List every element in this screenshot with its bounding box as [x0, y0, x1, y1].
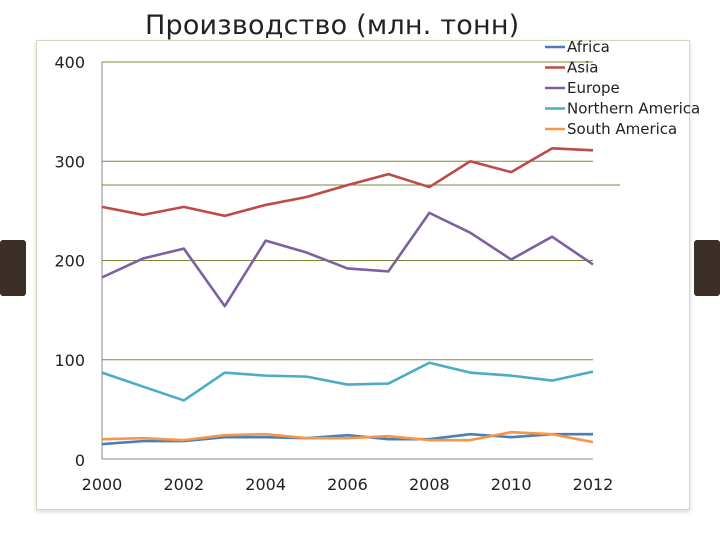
y-tick-label: 0: [75, 451, 85, 470]
series-line-asia: [101, 147, 594, 218]
y-tick-label: 200: [54, 252, 85, 271]
x-tick-label: 2010: [491, 475, 532, 494]
legend-label-africa: Africa: [567, 38, 610, 56]
left-side-tab: [0, 240, 26, 296]
y-tick-label: 300: [54, 152, 85, 171]
x-tick-label: 2002: [163, 475, 204, 494]
series-line-south-america: [101, 430, 594, 444]
chart-title: Производство (млн. тонн): [145, 10, 520, 41]
legend-label-asia: Asia: [567, 59, 598, 77]
series-line-northern-america: [101, 361, 594, 402]
legend-label-south-america: South America: [567, 120, 677, 138]
legend-label-europe: Europe: [567, 79, 620, 97]
x-tick-label: 2004: [245, 475, 286, 494]
x-tick-label: 2008: [409, 475, 450, 494]
x-tick-label: 2012: [573, 475, 614, 494]
legend-label-northern-america: Northern America: [567, 100, 700, 118]
series-line-europe: [101, 211, 594, 308]
x-tick-label: 2006: [327, 475, 368, 494]
right-side-tab: [694, 240, 720, 296]
slide-frame: [36, 40, 690, 510]
y-tick-label: 400: [54, 53, 85, 72]
x-tick-label: 2000: [82, 475, 123, 494]
y-tick-label: 100: [54, 351, 85, 370]
